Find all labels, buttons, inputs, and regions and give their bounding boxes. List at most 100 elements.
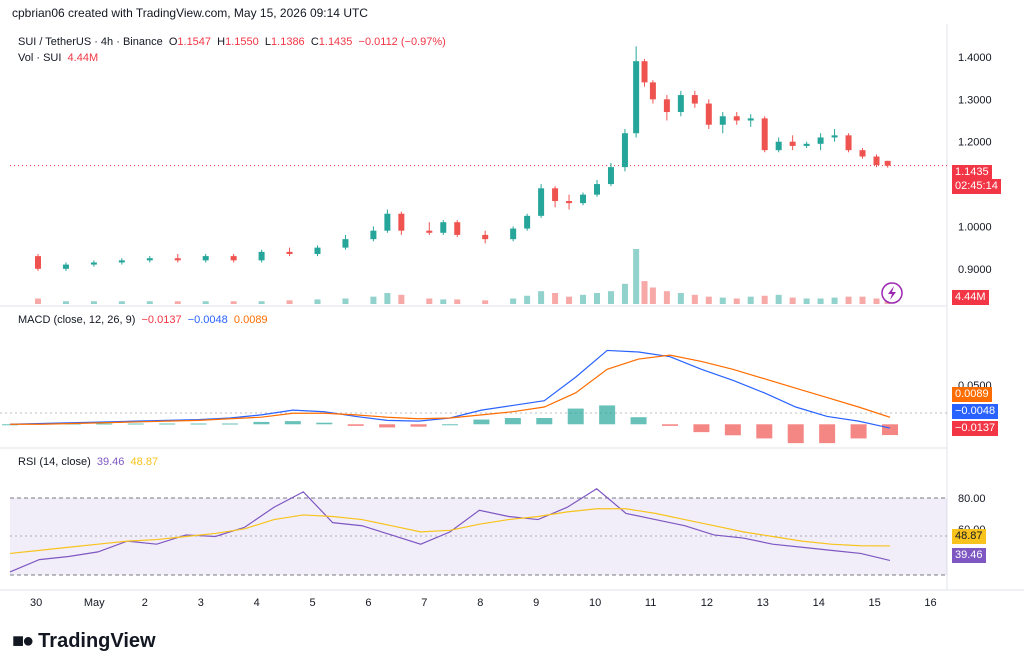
candle-body-16: [440, 222, 447, 233]
price-tick-label-1: 1.0000: [958, 221, 992, 233]
volume-bar-8: [258, 301, 265, 304]
time-tick-label-0: 30: [30, 597, 42, 609]
rsi-label[interactable]: RSI (14, close): [18, 456, 91, 468]
macd-hist-bar-17: [536, 418, 553, 425]
volume-bar-21: [538, 291, 545, 304]
tradingview-logo[interactable]: ■● TradingView: [12, 630, 156, 653]
candle-body-11: [342, 239, 349, 248]
volume-bar-43: [831, 297, 838, 304]
rsi-lines: [9, 488, 891, 573]
volume-bar-12: [370, 296, 377, 304]
rsi-tag: 39.46: [952, 548, 986, 563]
candle-body-43: [831, 135, 838, 138]
volume-bar-17: [454, 299, 461, 304]
rsi-line: [9, 488, 891, 573]
symbol-label[interactable]: SUI / TetherUS · 4h · Binance: [18, 36, 163, 48]
volume-bar-35: [719, 297, 726, 304]
volume-bar-2: [90, 301, 97, 304]
rsi-tick-label-1: 80.00: [958, 493, 986, 505]
volume-label[interactable]: Vol · SUI: [18, 52, 62, 64]
time-tick-label-14: 14: [813, 597, 825, 609]
price-tick-label-3: 1.3000: [958, 94, 992, 106]
macd-hist-bar-25: [787, 424, 804, 444]
macd-hist-bar-8: [253, 421, 270, 425]
volume-bar-10: [314, 299, 321, 304]
volume-bar-41: [803, 298, 810, 304]
volume-bar-16: [440, 299, 447, 304]
volume-bar-6: [202, 301, 209, 304]
time-tick-label-4: 4: [254, 597, 260, 609]
price-tick-label-4: 1.4000: [958, 52, 992, 64]
candle-body-39: [775, 141, 782, 151]
candle-body-20: [524, 215, 531, 229]
macd-hist-bar-23: [724, 424, 741, 436]
close-value: 1.1435: [318, 36, 353, 48]
candle-body-19: [510, 228, 517, 240]
candle-body-8: [258, 251, 265, 261]
volume-bar-37: [747, 296, 754, 304]
macd-histogram: [2, 405, 898, 444]
macd-hist-bar-4: [127, 423, 144, 425]
candle-body-17: [454, 222, 461, 235]
signal-line: [10, 354, 891, 425]
volume-bar-4: [146, 301, 153, 304]
volume-bar-42: [817, 298, 824, 304]
macd-legend: MACD (close, 12, 26, 9) −0.0137 −0.0048 …: [18, 314, 268, 326]
candle-body-26: [607, 167, 614, 185]
volume-bar-5: [174, 301, 181, 304]
candle-body-30: [649, 82, 656, 100]
candle-body-10: [314, 247, 321, 254]
time-tick-label-12: 12: [701, 597, 713, 609]
time-tick-label-2: 2: [142, 597, 148, 609]
rsi-value: 39.46: [96, 456, 125, 468]
volume-bar-28: [633, 249, 640, 304]
volume-bar-15: [426, 298, 433, 304]
volume-bar-19: [510, 298, 517, 304]
macd-hist-bar-10: [316, 422, 333, 425]
macd-hist-bar-6: [190, 423, 207, 425]
time-tick-label-3: 3: [198, 597, 204, 609]
candle-body-6: [202, 256, 209, 261]
volume-bar-27: [621, 283, 628, 304]
countdown-tag: 02:45:14: [952, 179, 1001, 194]
volume-bar-7: [230, 301, 237, 304]
candle-body-24: [580, 194, 587, 204]
candle-body-42: [817, 137, 824, 144]
candle-body-1: [62, 264, 69, 269]
price-legend: SUI / TetherUS · 4h · Binance O1.1547 H1…: [18, 36, 446, 48]
price-axis: 0.9000 1.0000 1.2000 1.3000 1.4000: [958, 52, 992, 276]
candle-body-45: [859, 150, 866, 157]
macd-hist-bar-7: [222, 423, 238, 425]
volume-bar-29: [641, 281, 648, 304]
macd-hist-bar-11: [347, 424, 364, 426]
open-label: O: [168, 36, 178, 48]
time-tick-label-10: 10: [589, 597, 601, 609]
signal-tag: 0.0089: [952, 387, 992, 402]
macd-hist-bar-14: [442, 424, 458, 426]
macd-label[interactable]: MACD (close, 12, 26, 9): [18, 314, 136, 326]
candle-body-23: [566, 201, 573, 204]
volume-bar-14: [398, 294, 405, 304]
candle-body-44: [845, 135, 852, 151]
candles: [35, 46, 891, 271]
macd-line: [9, 349, 891, 429]
lightning-icon[interactable]: [881, 282, 903, 304]
candle-body-41: [803, 143, 810, 146]
candle-body-35: [719, 116, 726, 125]
macd-hist-bar-19: [599, 405, 616, 425]
volume-bar-24: [580, 294, 587, 304]
volume-bar-3: [118, 301, 125, 304]
macd-hist-bar-28: [882, 424, 898, 436]
volume-bar-0: [35, 298, 41, 304]
volume-legend: Vol · SUI 4.44M: [18, 52, 98, 64]
candle-body-27: [621, 133, 628, 168]
volume-bar-18: [482, 300, 489, 304]
volume-tag: 4.44M: [952, 290, 989, 305]
volume-bar-33: [691, 294, 698, 304]
macd-hist-bar-21: [662, 424, 678, 426]
macd-lines: [9, 349, 891, 429]
last-price-tag: 1.1435: [952, 165, 992, 180]
time-tick-label-7: 7: [421, 597, 427, 609]
volume-value: 4.44M: [67, 52, 99, 64]
